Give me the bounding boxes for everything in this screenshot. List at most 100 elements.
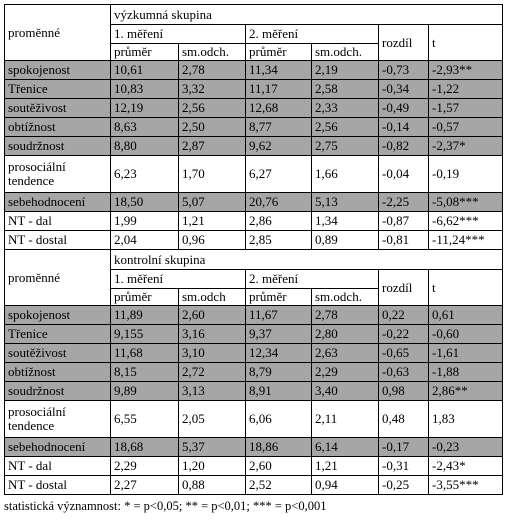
cell: 2,27 [110,475,179,495]
cell: 2,75 [311,136,379,156]
cell: 3,16 [178,324,246,344]
measure-header: 1. měření [110,269,246,289]
row-label: spokojenost [4,60,111,80]
cell: -1,61 [427,343,504,363]
row-label: soutěživost [4,343,111,363]
cell: 2,56 [178,98,246,118]
t-header: t [427,24,504,61]
cell: -0,49 [378,98,429,118]
cell: -0,22 [378,324,429,344]
cell: 0,94 [311,475,379,495]
cell: 18,86 [245,437,312,457]
cell: 0,98 [378,381,429,401]
data-row: prosociální tendence 6,55 2,05 6,06 2,11 0,48… [4,400,504,438]
cell: 6,14 [311,437,379,457]
cell: 2,05 [178,400,246,438]
measure-header: 2. měření [245,24,379,44]
cell: 2,86 [245,211,312,231]
cell: -2,93** [427,60,504,80]
cell: 1,21 [178,211,246,231]
measure-header: 2. měření [245,269,379,289]
cell: 11,67 [245,305,312,325]
header-row: průměr sm.odch průměr sm.odch. [5,288,503,306]
cell: -2,37* [427,136,504,156]
row-label: NT - dostal [4,475,111,495]
cell: 2,33 [311,98,379,118]
row-label: obtížnost [4,362,111,382]
cell: 2,19 [311,60,379,80]
cell: -0,14 [378,117,429,137]
row-label: obtížnost [4,117,111,137]
cell: 2,63 [311,343,379,363]
cell: 11,17 [245,79,312,99]
variable-header: proměnné [4,4,111,61]
cell: 18,68 [110,437,179,457]
cell: -0,63 [378,362,429,382]
cell: 2,72 [178,362,246,382]
cell: 3,32 [178,79,246,99]
cell: 11,68 [110,343,179,363]
data-row: spokojenost 11,89 2,60 11,67 2,78 0,22 0,61 [4,305,504,325]
data-row: prosociální tendence 6,23 1,70 6,27 1,66 -0,0… [4,155,504,193]
cell: 9,155 [110,324,179,344]
cell: 6,06 [245,400,312,438]
row-label: prosociální tendence [4,400,111,438]
group-title: výzkumná skupina [109,4,504,25]
row-label: Třenice [4,324,111,344]
cell: 1,21 [311,456,379,476]
cell: 12,68 [245,98,312,118]
cell: 6,27 [245,155,312,193]
cell: -0,31 [378,456,429,476]
cell: 0,88 [178,475,246,495]
cell: -2,25 [378,192,429,212]
cell: 2,11 [311,400,379,438]
cell: 2,87 [178,136,246,156]
cell: -0,57 [427,117,504,137]
data-row: Třenice 10,83 3,32 11,17 2,58 -0,34 -1,22 [4,79,504,99]
cell: -6,62*** [427,211,504,231]
cell: -0,23 [427,437,504,457]
cell: 1,99 [110,211,179,231]
data-row: soutěživost 11,68 3,10 12,34 2,63 -0,65 -1,61 [4,343,504,363]
cell: 2,56 [311,117,379,137]
row-label: soudržnost [4,136,111,156]
cell: 8,80 [110,136,179,156]
cell: 2,58 [311,79,379,99]
measure-header: 1. měření [110,24,246,44]
cell: 6,55 [110,400,179,438]
data-row: obtížnost 8,63 2,50 8,77 2,56 -0,14 -0,57 [4,117,504,137]
stat-header: průměr [245,288,312,306]
data-row: Třenice 9,155 3,16 9,37 2,80 -0,22 -0,60 [4,324,504,344]
cell: -0,87 [378,211,429,231]
cell: 1,20 [178,456,246,476]
cell: -0,17 [378,437,429,457]
cell: -0,60 [427,324,504,344]
cell: 2,29 [311,362,379,382]
data-row: soutěživost 12,19 2,56 12,68 2,33 -0,49 -1,57 [4,98,504,118]
row-label: NT - dal [4,456,111,476]
cell: -0,34 [378,79,429,99]
row-label: NT - dostal [4,230,111,250]
row-label: soudržnost [4,381,111,401]
cell: -5,08*** [427,192,504,212]
cell: 1,34 [311,211,379,231]
cell: 3,13 [178,381,246,401]
table-wrap: proměnné výzkumná skupina 1. měření 2. měře… [4,4,504,514]
cell: 1,66 [311,155,379,193]
cell: 11,89 [110,305,179,325]
cell: 6,23 [110,155,179,193]
cell: -0,82 [378,136,429,156]
stat-header: průměr [110,288,179,306]
stat-header: průměr [245,43,312,61]
cell: -0,25 [378,475,429,495]
stat-header: sm.odch. [311,288,379,306]
cell: 2,60 [245,456,312,476]
cell: 9,62 [245,136,312,156]
footnote: statistická významnost: * = p<0,05; ** =… [4,499,327,513]
cell: 2,04 [110,230,179,250]
cell: 10,61 [110,60,179,80]
stat-header: sm.odch. [178,43,246,61]
data-row: soudržnost 9,89 3,13 8,91 3,40 0,98 2,86** [4,381,504,401]
data-row: NT - dal 2,29 1,20 2,60 1,21 -0,31 -2,43* [4,456,504,476]
